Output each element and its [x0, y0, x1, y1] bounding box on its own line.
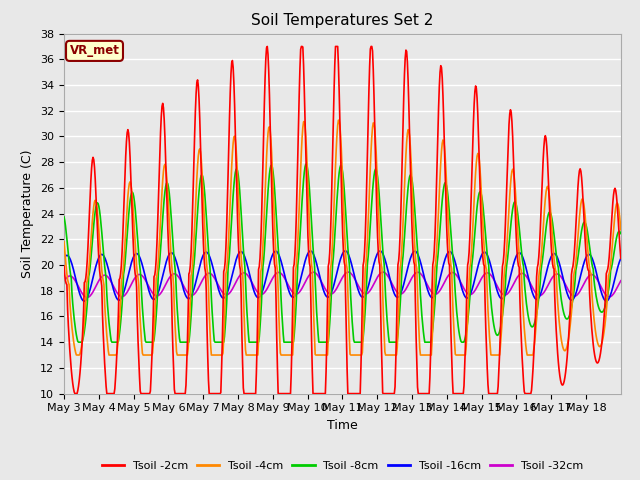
Legend: Tsoil -2cm, Tsoil -4cm, Tsoil -8cm, Tsoil -16cm, Tsoil -32cm: Tsoil -2cm, Tsoil -4cm, Tsoil -8cm, Tsoi…	[97, 457, 588, 476]
Y-axis label: Soil Temperature (C): Soil Temperature (C)	[22, 149, 35, 278]
X-axis label: Time: Time	[327, 419, 358, 432]
Text: VR_met: VR_met	[70, 44, 120, 58]
Title: Soil Temperatures Set 2: Soil Temperatures Set 2	[252, 13, 433, 28]
